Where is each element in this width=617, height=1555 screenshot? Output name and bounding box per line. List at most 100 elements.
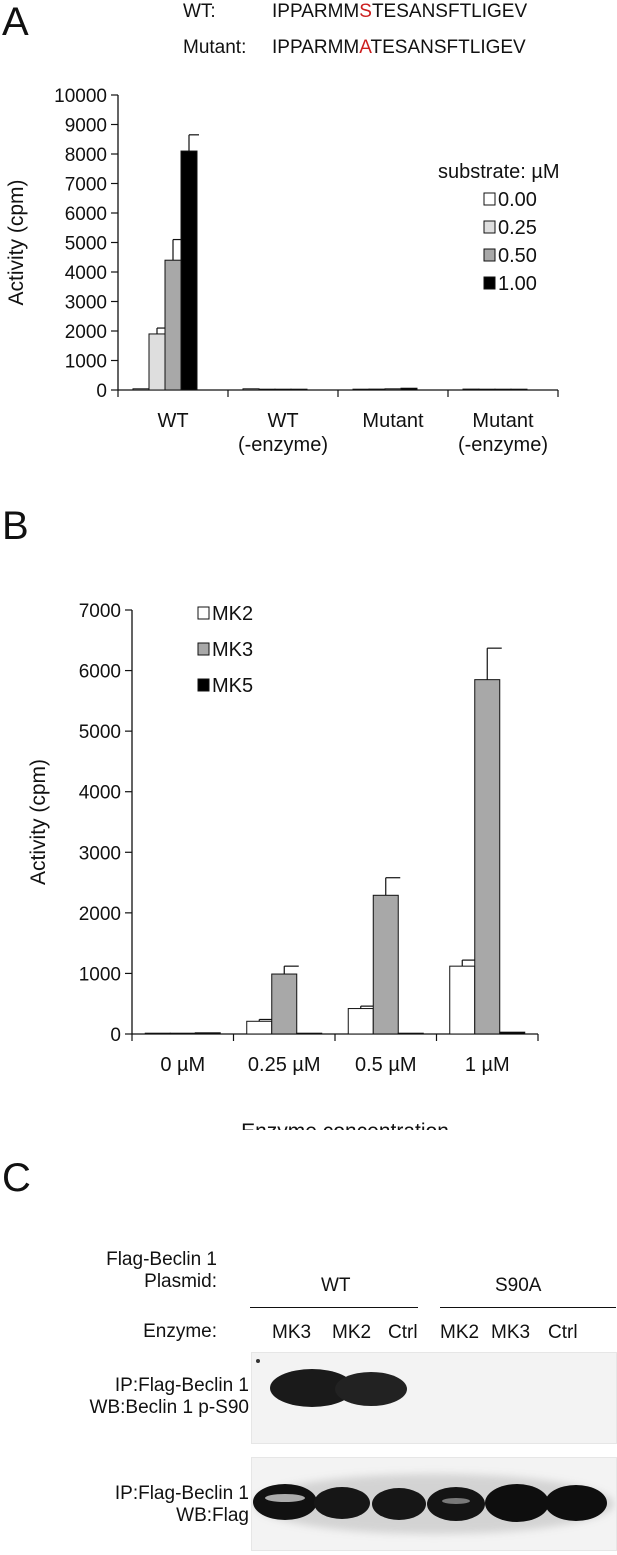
chart-0-y-tick-label: 8000 [65,145,107,166]
chart-0-bar-100-1 [290,388,308,391]
chart-0-bar-025-3 [478,388,496,391]
chart-0-y-tick-label: 10000 [54,86,107,107]
chart-0-bar-000-3 [462,388,480,391]
blot-phospho-s90-image [256,1359,407,1407]
chart-1-y-tick-label: 5000 [79,722,121,743]
chart-1-y-tick-label: 1000 [79,964,121,985]
group-line-wt [250,1307,418,1308]
band-phospho-lane2 [335,1372,407,1406]
chart-0-bar-050-2 [384,388,402,391]
chart-0-bar-025-2 [368,388,386,391]
chart-0-x-tick-label: WT [157,410,188,432]
chart-1-y-tick-label: 2000 [79,904,121,925]
chart-1-x-axis-label: Enzyme concentration [241,1120,449,1130]
chart-1-legend-swatch-1 [197,642,210,656]
chart-1-bar-MK5-2 [397,1032,424,1035]
chart-0-bar-000-2 [352,388,370,391]
sequence-mutant-label: Mutant: [183,37,247,58]
chart-0-legend-swatch-3 [483,276,496,290]
sequence-wt-pre: IPPARMM [272,1,360,22]
chart-1-x-tick-label: 0 µM [160,1054,205,1076]
chart-1-bar-MK5-0 [194,1032,221,1035]
sequence-mutant-post: TESANSFTLIGEV [370,37,526,58]
plasmid-label-line1: Flag-Beclin 1 [106,1249,217,1270]
blot2-label-line2: WB:Flag [176,1505,249,1526]
chart-1-bar-MK2-3 [449,965,476,1035]
lane-label-4: MK2 [440,1322,480,1343]
band-flag-lane2 [314,1487,370,1519]
chart-1-y-tick-label: 3000 [79,843,121,864]
chart-a: 0 1000 2000 3000 4000 5000 6000 7000 8000 9000 100… [5,86,560,456]
group-label-wt: WT [321,1275,351,1296]
group-line-s90a [440,1307,616,1308]
chart-0-bar-050-1 [274,388,292,391]
plasmid-label: Flag-Beclin 1 Plasmid: [106,1249,217,1293]
chart-1-bar-MK2-0 [144,1032,171,1035]
lane-label-6: Ctrl [548,1322,578,1343]
chart-0-y-tick-label: 9000 [65,116,107,137]
chart-0-bar-025-1 [258,388,276,391]
group-label-s90a: S90A [495,1275,542,1296]
chart-0-x-tick-label: Mutant [362,410,424,432]
chart-0-bar-000-0 [132,388,150,391]
chart-0-y-tick-label: 2000 [65,322,107,343]
chart-0-y-tick-label: 1000 [65,352,107,373]
chart-0-y-axis-label: Activity (cpm) [5,180,28,306]
chart-1-y-tick-label: 4000 [79,783,121,804]
blot2-label-line1: IP:Flag-Beclin 1 [114,1483,249,1504]
blot2-label: IP:Flag-Beclin 1 WB:Flag [115,1483,249,1527]
chart-1-legend-label-0: MK2 [212,603,253,625]
blot1-label: IP:Flag-Beclin 1 WB:Beclin 1 p-S90 [90,1375,249,1419]
chart-1-y-tick-label: 7000 [79,601,121,622]
chart-0-bar-050-0 [164,259,182,391]
chart-0-bar-050-3 [494,388,512,391]
chart-1-x-tick-label: 0.5 µM [355,1054,417,1076]
chart-0-legend-swatch-1 [483,220,496,234]
chart-b: 0 1000 2000 3000 4000 5000 6000 7000 Activity (c… [27,601,539,1130]
chart-1-x-tick-label: 0.25 µM [248,1054,321,1076]
plasmid-label-line2: Plasmid: [144,1271,217,1292]
chart-0-y-tick-label: 5000 [65,234,107,255]
sequence-wt-residue: S [359,1,372,22]
lane-label-5: MK3 [491,1322,531,1343]
chart-0-x-tick-label: (-enzyme) [458,434,548,456]
chart-1-bar-MK2-1 [246,1020,273,1035]
sequence-wt: IPPARMMSTESANSFTLIGEV [272,2,527,21]
chart-1-bar-MK5-1 [296,1032,323,1035]
chart-1-y-tick-label: 6000 [79,662,121,683]
chart-1-bar-MK3-1 [271,973,298,1035]
chart-0-y-tick-label: 7000 [65,175,107,196]
chart-1-bar-MK3-3 [474,679,501,1035]
lane-label-2: MK2 [332,1322,372,1343]
chart-0-legend-label-1: 0.25 [498,217,537,239]
chart-1-legend-swatch-0 [197,606,210,620]
chart-1-y-axis-label: Activity (cpm) [27,759,50,885]
chart-1-bar-MK2-2 [347,1008,374,1035]
panel-label-c: C [2,1156,31,1200]
sequence-wt-label: WT: [183,1,216,22]
chart-0-legend-label-2: 0.50 [498,245,537,267]
chart-1-legend-label-2: MK5 [212,675,253,697]
sequence-mutant-residue: A [359,37,371,58]
chart-0-legend-title: substrate: µM [438,161,560,183]
chart-0-legend-swatch-2 [483,248,496,262]
chart-0-legend-swatch-0 [483,192,496,206]
chart-0-y-tick-label: 6000 [65,204,107,225]
chart-1-bar-MK5-3 [499,1031,526,1035]
chart-0-bar-100-0 [180,150,198,391]
blot-flag-image [253,1474,614,1534]
lane-label-3: Ctrl [388,1322,418,1343]
enzyme-label: Enzyme: [143,1321,217,1342]
chart-0-x-tick-label: Mutant [472,410,534,432]
lane-label-1: MK3 [272,1322,312,1343]
chart-1-legend-swatch-2 [197,678,210,692]
sequence-mutant-pre: IPPARMM [272,37,360,58]
chart-1-y-tick-label: 0 [110,1025,121,1046]
chart-1-bar-MK3-2 [372,894,399,1035]
sequence-mutant: IPPARMMATESANSFTLIGEV [272,38,526,57]
chart-0-bar-100-2 [400,387,418,391]
band-flag-lane6 [545,1485,607,1521]
chart-1-x-tick-label: 1 µM [465,1054,510,1076]
blot1-label-line1: IP:Flag-Beclin 1 [114,1375,249,1396]
blot1-label-line2: WB:Beclin 1 p-S90 [89,1397,249,1418]
